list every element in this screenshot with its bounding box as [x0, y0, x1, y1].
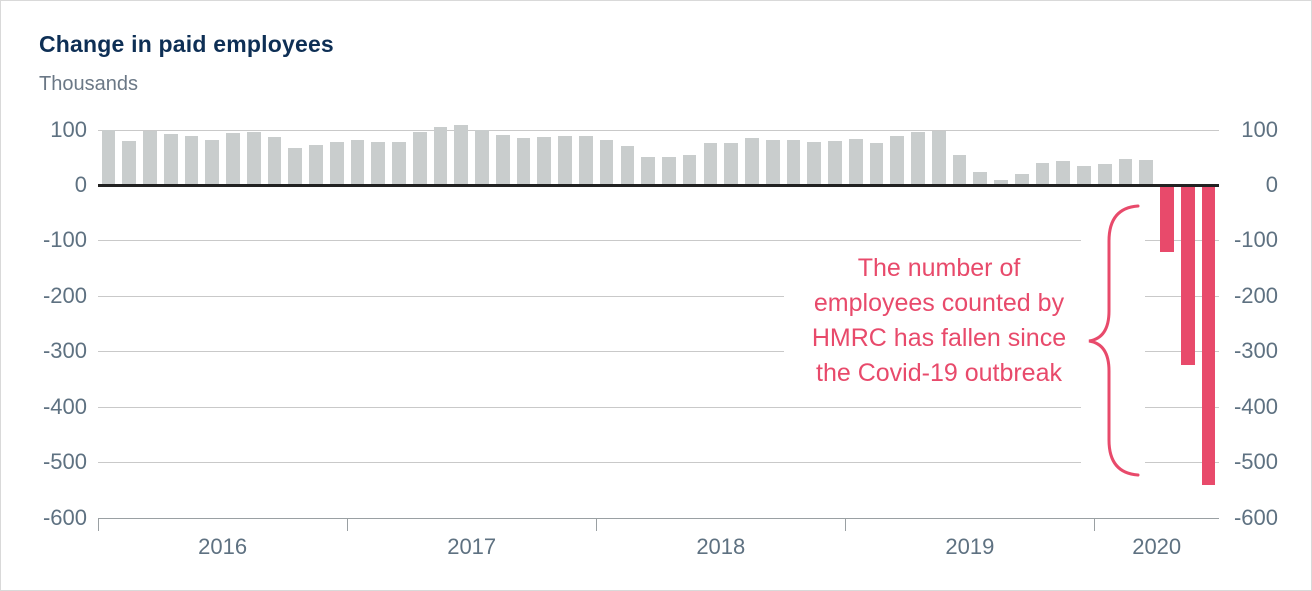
- annotation-line: HMRC has fallen since: [811, 324, 1067, 352]
- bar-positive: [1077, 165, 1091, 185]
- gridline: [98, 240, 1219, 241]
- bar-positive: [1056, 160, 1071, 185]
- bar-positive: [662, 156, 676, 185]
- bar-negative: [1160, 185, 1174, 252]
- bar-positive: [786, 139, 801, 185]
- bar-positive: [682, 155, 697, 185]
- bar-positive: [1139, 160, 1154, 185]
- bar-positive: [433, 126, 448, 185]
- y-axis-label-left: -200: [42, 282, 87, 308]
- zero-line: [98, 184, 1219, 187]
- bar-positive: [475, 130, 489, 185]
- bar-positive: [641, 157, 655, 185]
- bar-positive: [329, 141, 344, 185]
- x-axis-year-label: 2020: [1132, 534, 1182, 559]
- gridline: [98, 351, 1219, 352]
- bar-positive: [101, 129, 116, 185]
- bar-positive: [309, 145, 323, 185]
- bar-positive: [745, 138, 759, 185]
- x-axis-line: [98, 518, 1219, 519]
- bar-positive: [911, 132, 925, 185]
- y-axis-label-right: -300: [1233, 338, 1278, 364]
- bar-positive: [952, 154, 967, 185]
- bar-negative: [1201, 185, 1216, 485]
- y-axis-label-left: -500: [42, 449, 87, 475]
- gridline: [98, 296, 1219, 297]
- bar-positive: [122, 140, 136, 185]
- y-axis-label-right: 0: [1265, 172, 1278, 197]
- y-axis-label-left: 0: [74, 172, 87, 197]
- annotation-line: employees counted by: [813, 289, 1065, 317]
- y-axis-label-right: -600: [1233, 505, 1278, 530]
- bar-positive: [703, 143, 718, 185]
- bar-positive: [163, 134, 178, 185]
- bar-negative: [1181, 185, 1195, 366]
- curly-brace-icon: [1081, 194, 1145, 486]
- bar-positive: [516, 137, 531, 185]
- bar-positive: [724, 143, 739, 185]
- bar-positive: [869, 143, 884, 185]
- y-axis-label-right: -400: [1233, 393, 1278, 419]
- bar-positive: [226, 132, 240, 185]
- bar-positive: [599, 140, 614, 185]
- y-axis-label-right: -100: [1233, 227, 1278, 253]
- y-axis-label-left: -300: [42, 338, 87, 364]
- y-axis-label-right: -500: [1233, 449, 1278, 475]
- bar-positive: [848, 139, 863, 185]
- y-axis-label-left: -100: [42, 227, 87, 253]
- bar-positive: [578, 135, 593, 185]
- bar-positive: [495, 134, 510, 185]
- bar-positive: [994, 179, 1008, 185]
- bar-positive: [246, 131, 261, 185]
- bar-positive: [558, 136, 572, 185]
- y-axis-label-left: -400: [42, 393, 87, 419]
- annotation-text: The number of employees counted by HMRC ha…: [784, 251, 1094, 391]
- bar-positive: [392, 141, 406, 185]
- x-axis-tick: [98, 518, 99, 531]
- bar-positive: [620, 145, 635, 185]
- bar-positive: [1118, 158, 1133, 185]
- bar-positive: [412, 132, 427, 185]
- x-axis-year-label: 2016: [198, 534, 248, 559]
- gridline: [98, 462, 1219, 463]
- chart-title: Change in paid employees: [39, 31, 334, 57]
- x-axis-year-label: 2019: [945, 534, 995, 559]
- bar-positive: [454, 125, 469, 185]
- x-axis-year-label: 2018: [696, 534, 746, 559]
- bar-positive: [828, 141, 842, 185]
- bar-positive: [537, 136, 552, 185]
- annotation-line: The number of: [857, 254, 1021, 282]
- bar-positive: [1035, 162, 1050, 185]
- bar-positive: [1014, 173, 1029, 185]
- annotation-line: the Covid-19 outbreak: [816, 359, 1062, 387]
- bar-positive: [973, 172, 988, 185]
- bar-positive: [807, 142, 822, 185]
- gridline: [98, 130, 1219, 131]
- y-axis-label-left: -600: [42, 505, 87, 530]
- bar-positive: [765, 140, 780, 185]
- gridline: [98, 407, 1219, 408]
- x-axis-year-label: 2017: [447, 534, 497, 559]
- bar-positive: [350, 139, 365, 185]
- bar-positive: [931, 131, 946, 185]
- x-axis-tick: [1094, 518, 1096, 531]
- bar-positive: [205, 139, 220, 185]
- y-axis-label-right: 100: [1241, 116, 1278, 142]
- chart-unit-label: Thousands: [39, 73, 138, 95]
- bar-positive: [184, 135, 199, 185]
- bar-positive: [143, 131, 157, 185]
- bar-positive: [371, 141, 386, 185]
- x-axis-tick: [845, 518, 847, 531]
- x-axis-tick: [596, 518, 598, 531]
- bar-positive: [1097, 163, 1112, 185]
- x-axis-tick: [347, 518, 349, 531]
- bar-positive: [288, 147, 303, 185]
- bar-positive: [890, 135, 905, 185]
- y-axis-label-right: -200: [1233, 282, 1278, 308]
- bar-positive: [267, 137, 282, 185]
- y-axis-label-left: 100: [50, 116, 87, 142]
